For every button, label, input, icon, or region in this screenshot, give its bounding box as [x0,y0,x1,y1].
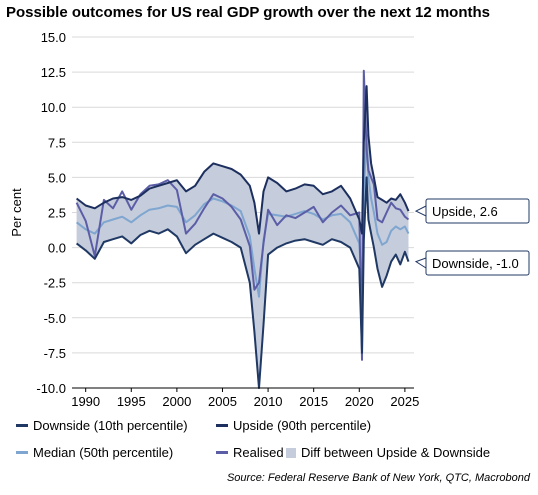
y-tick-label: -5.0 [44,311,66,326]
callout-pointer [414,205,427,217]
x-tick-label: 1990 [71,394,100,409]
callout-layer: Upside, 2.6 Downside, -1.0 [414,198,530,276]
legend-swatch [16,424,28,427]
callout-box [425,250,530,276]
y-tick-label: 12.5 [41,65,66,80]
y-tick-label: -7.5 [44,346,66,361]
x-tick-label: 2020 [345,394,374,409]
legend-swatch [216,451,228,454]
callout-text: Upside, 2.6 [432,204,498,219]
y-axis-label: Per cent [9,188,24,237]
downside-line [75,176,410,389]
legend-label: Diff between Upside & Downside [301,445,491,460]
legend-label: Downside (10th percentile) [33,418,188,433]
y-tick-label: 5.0 [48,170,66,185]
y-tick-label: 0.0 [48,241,66,256]
series-layer [75,69,410,389]
callout-text: Downside, -1.0 [432,256,519,271]
x-tick-label: 2010 [254,394,283,409]
realised-line [75,69,410,361]
upside-line [75,85,410,235]
legend-label: Median (50th percentile) [33,445,174,460]
x-tick-label: 2025 [390,394,419,409]
legend-swatch [16,451,28,454]
x-tick-label: 2005 [208,394,237,409]
legend-label: Realised [233,445,284,460]
y-tick-label: -2.5 [44,276,66,291]
callout-pointer [414,257,427,269]
x-tick-label: 2000 [162,394,191,409]
chart-title: Possible outcomes for US real GDP growth… [6,4,490,21]
upside-callout: Upside, 2.6 [414,198,530,224]
median-line [75,134,410,298]
legend-item-median: Median (50th percentile) [16,445,173,460]
y-tick-label: 7.5 [48,135,66,150]
legend-swatch [286,447,296,458]
callout-box [425,198,530,224]
axis-layer: 15.0 12.5 10.0 7.5 5.0 2.5 0.0 -2.5 -5.0 -7.5 -10.… [9,30,419,409]
band-layer [76,86,409,388]
x-tick-label: 1995 [117,394,146,409]
legend-label: Upside (90th percentile) [233,418,372,433]
x-tick-label: 2015 [299,394,328,409]
source-note: Source: Federal Reserve Bank of New York… [226,472,530,484]
legend-swatch [216,424,228,427]
y-tick-label: 15.0 [41,30,66,45]
y-tick-label: 2.5 [48,206,66,221]
legend-item-band: Diff between Upside & Downside [286,445,490,460]
legend-item-upside: Upside (90th percentile) [216,418,371,433]
legend-item-downside: Downside (10th percentile) [16,418,188,433]
downside-callout: Downside, -1.0 [414,250,530,276]
y-tick-label: 10.0 [41,100,66,115]
legend-item-realised: Realised [216,445,284,460]
band-area [76,86,409,388]
y-tick-label: -10.0 [36,381,66,396]
